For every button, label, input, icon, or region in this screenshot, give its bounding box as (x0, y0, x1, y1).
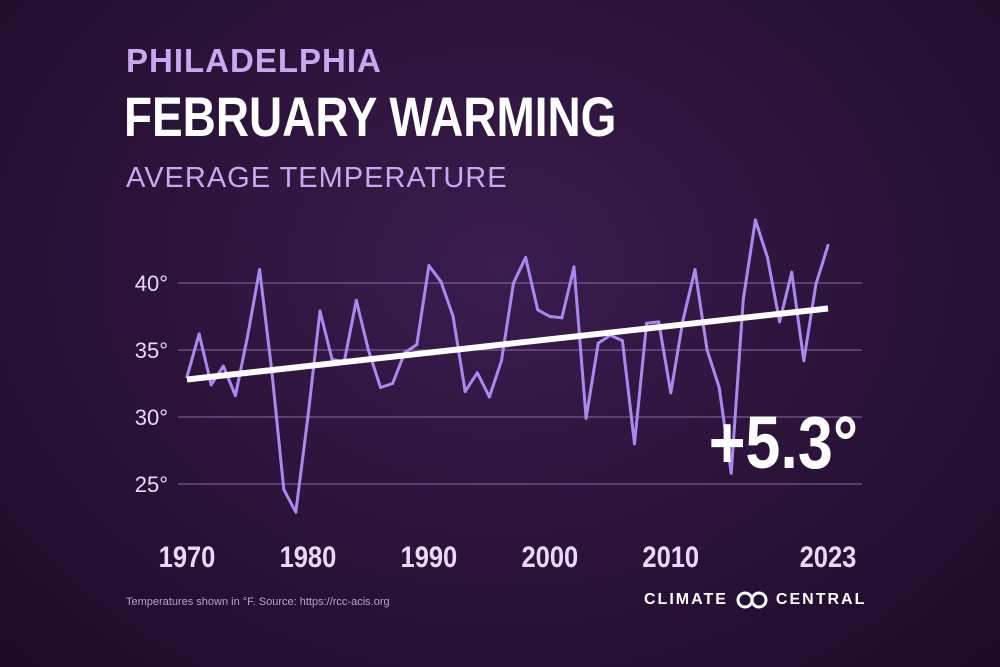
temperature-point (584, 416, 588, 420)
source-note: Temperatures shown in °F. Source: https:… (126, 596, 390, 608)
trend-change-annotation: +5.3° (709, 401, 858, 484)
temperature-point (790, 270, 794, 274)
temperature-point (560, 316, 564, 320)
temperature-point (741, 297, 745, 301)
temperature-point (245, 335, 249, 339)
temperature-point (197, 332, 201, 336)
x-tick-label: 2010 (642, 540, 699, 573)
temperature-point (294, 510, 298, 514)
y-tick-labels: 25° 30° 35° 40° (135, 271, 168, 497)
brand-left-text: CLIMATE (644, 591, 728, 608)
temperature-point (221, 364, 225, 368)
temperature-point (572, 265, 576, 269)
brand-logo: CLIMATE CENTRAL (644, 591, 866, 609)
temperature-point (282, 487, 286, 491)
temperature-point (233, 394, 237, 398)
temperature-point (814, 282, 818, 286)
x-tick-label: 2023 (800, 540, 857, 573)
temperature-point (209, 383, 213, 387)
brand-right-text: CENTRAL (775, 591, 867, 608)
temperature-point (802, 359, 806, 363)
temperature-point (681, 319, 685, 323)
temperature-point (632, 442, 636, 446)
temperature-point (318, 309, 322, 313)
x-tick-label: 1990 (401, 540, 458, 573)
temperature-point (705, 348, 709, 352)
temperature-point (463, 390, 467, 394)
temperature-point (439, 280, 443, 284)
climate-central-logo-icon (736, 591, 768, 609)
temperature-point (354, 298, 358, 302)
chart-subtitle: AVERAGE TEMPERATURE (126, 162, 508, 194)
city-label: PHILADELPHIA (126, 42, 382, 79)
temperature-point (729, 471, 733, 475)
temperature-point (717, 386, 721, 390)
temperature-point (693, 268, 697, 272)
temperature-point (657, 320, 661, 324)
temperature-point (487, 395, 491, 399)
trend-line (186, 305, 829, 383)
x-tick-label: 1980 (280, 540, 337, 573)
chart-title: FEBRUARY WARMING (124, 85, 617, 148)
temperature-line (185, 218, 830, 514)
x-tick-label: 1970 (159, 540, 216, 573)
temperature-point (645, 321, 649, 325)
temperature-point (306, 415, 310, 419)
temperature-point (499, 359, 503, 363)
x-tick-label: 2000 (521, 540, 578, 573)
x-tick-labels: 1970 1980 1990 2000 2010 2023 (159, 540, 857, 573)
temperature-point (753, 218, 757, 222)
y-tick-label: 35° (135, 338, 168, 363)
temperature-point (669, 391, 673, 395)
temperature-point (451, 315, 455, 318)
y-tick-label: 25° (135, 472, 168, 497)
temperature-point (366, 348, 370, 352)
temperature-point (778, 320, 782, 324)
y-tick-label: 40° (135, 271, 168, 296)
temperature-point (391, 382, 395, 385)
temperature-point (258, 268, 262, 272)
grid-lines (178, 282, 862, 485)
temperature-point (415, 343, 419, 347)
temperature-point (766, 256, 770, 260)
temperature-points (185, 218, 830, 514)
temperature-point (330, 357, 334, 361)
temperature-point (427, 264, 431, 268)
temperature-point (512, 281, 516, 285)
temperature-point (524, 256, 528, 260)
temperature-point (475, 371, 479, 375)
temperature-point (536, 308, 540, 312)
y-tick-label: 30° (135, 405, 168, 430)
temperature-point (596, 341, 600, 345)
temperature-point (620, 339, 624, 343)
temperature-point (826, 243, 830, 247)
temperature-point (548, 315, 552, 318)
temperature-point (379, 386, 383, 390)
